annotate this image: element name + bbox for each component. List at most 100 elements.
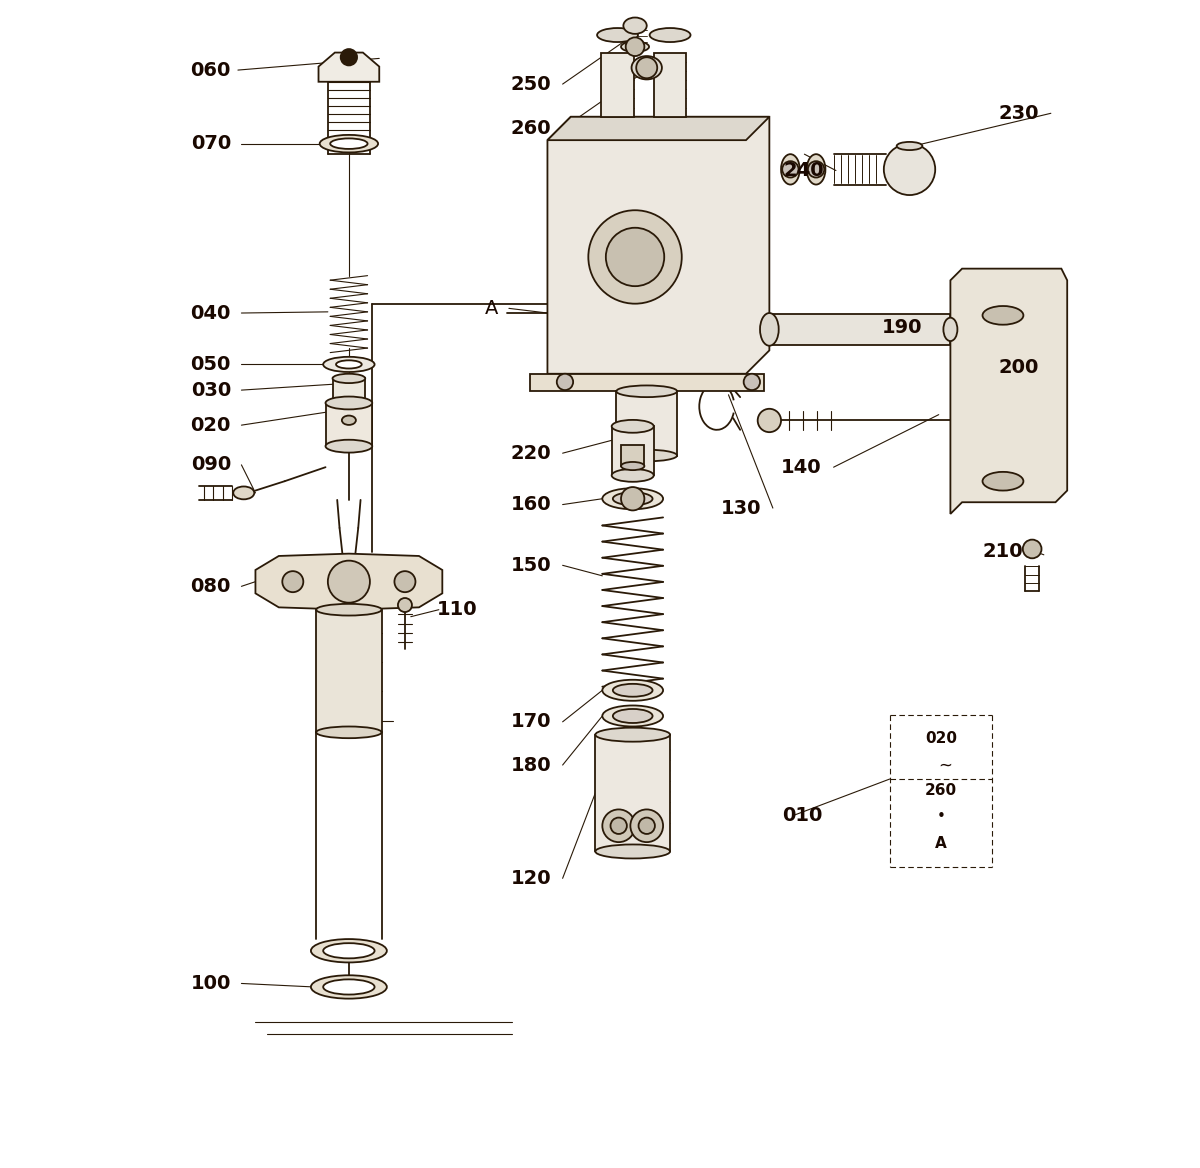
Circle shape [757,409,781,432]
Text: 260: 260 [925,784,958,798]
Circle shape [625,37,644,56]
Ellipse shape [760,313,779,346]
Ellipse shape [617,450,677,461]
Polygon shape [318,53,379,82]
Bar [595,735,670,851]
Polygon shape [547,117,769,140]
Ellipse shape [612,420,654,432]
Ellipse shape [336,360,361,369]
Ellipse shape [613,709,653,723]
Ellipse shape [943,318,958,341]
Polygon shape [547,117,769,374]
Bar [316,610,382,732]
Circle shape [782,161,798,178]
Ellipse shape [631,56,662,79]
Circle shape [1022,540,1042,558]
Bar [654,53,686,117]
Text: 110: 110 [437,600,478,619]
Ellipse shape [896,142,923,151]
Bar [622,445,644,466]
Bar [612,426,654,475]
Ellipse shape [622,41,649,53]
Text: 240: 240 [784,161,824,180]
Text: 150: 150 [510,556,551,575]
Ellipse shape [598,28,638,42]
Text: 030: 030 [191,381,230,399]
Ellipse shape [595,844,670,858]
Ellipse shape [332,374,365,383]
Text: 120: 120 [510,869,551,888]
Ellipse shape [602,488,664,509]
Text: 100: 100 [191,974,230,993]
Circle shape [744,374,760,390]
Text: 020: 020 [925,731,958,745]
Text: 070: 070 [191,134,230,153]
Ellipse shape [325,397,372,409]
Circle shape [398,598,412,612]
Text: ~: ~ [938,756,953,774]
Ellipse shape [332,398,365,408]
Ellipse shape [623,18,647,34]
Text: 200: 200 [998,359,1039,377]
Ellipse shape [323,357,374,373]
Circle shape [557,374,574,390]
Text: 220: 220 [510,444,551,463]
Text: 020: 020 [191,416,230,434]
Text: A: A [935,836,947,850]
Text: •: • [937,809,946,823]
Circle shape [884,144,935,195]
Text: 190: 190 [882,318,923,336]
Circle shape [341,49,358,65]
Text: 160: 160 [510,495,551,514]
Ellipse shape [983,306,1024,325]
Bar [332,378,365,403]
Ellipse shape [622,461,644,471]
Circle shape [636,57,658,78]
Ellipse shape [806,154,826,185]
Polygon shape [950,269,1067,514]
Ellipse shape [781,154,799,185]
Circle shape [602,809,635,842]
Circle shape [808,161,824,178]
Circle shape [611,818,626,834]
Text: 130: 130 [721,499,761,517]
Text: 180: 180 [510,756,551,774]
Circle shape [622,487,644,510]
Circle shape [395,571,415,592]
Ellipse shape [612,470,654,481]
Text: A: A [485,299,498,318]
Ellipse shape [323,944,374,958]
Ellipse shape [311,939,386,962]
Circle shape [328,561,370,603]
Text: 080: 080 [191,577,230,596]
Ellipse shape [595,728,670,742]
Ellipse shape [649,28,690,42]
Circle shape [282,571,304,592]
Text: 260: 260 [510,119,551,138]
Circle shape [638,818,655,834]
Ellipse shape [233,487,254,500]
Bar [617,391,677,456]
Text: 040: 040 [191,304,230,322]
Bar [601,53,634,117]
Circle shape [630,809,664,842]
Ellipse shape [330,138,367,150]
Bar [530,374,763,391]
Text: 170: 170 [510,712,551,731]
Text: 090: 090 [191,456,230,474]
Ellipse shape [311,975,386,999]
Ellipse shape [342,416,356,425]
Ellipse shape [983,472,1024,491]
Ellipse shape [319,135,378,153]
Polygon shape [769,314,950,345]
Ellipse shape [325,440,372,453]
Ellipse shape [602,705,664,726]
Polygon shape [256,554,443,610]
Ellipse shape [602,680,664,701]
Text: 210: 210 [982,542,1022,561]
Text: 010: 010 [782,806,822,825]
Ellipse shape [617,385,677,397]
Ellipse shape [613,684,653,696]
Bar [325,403,372,446]
Ellipse shape [323,979,374,995]
